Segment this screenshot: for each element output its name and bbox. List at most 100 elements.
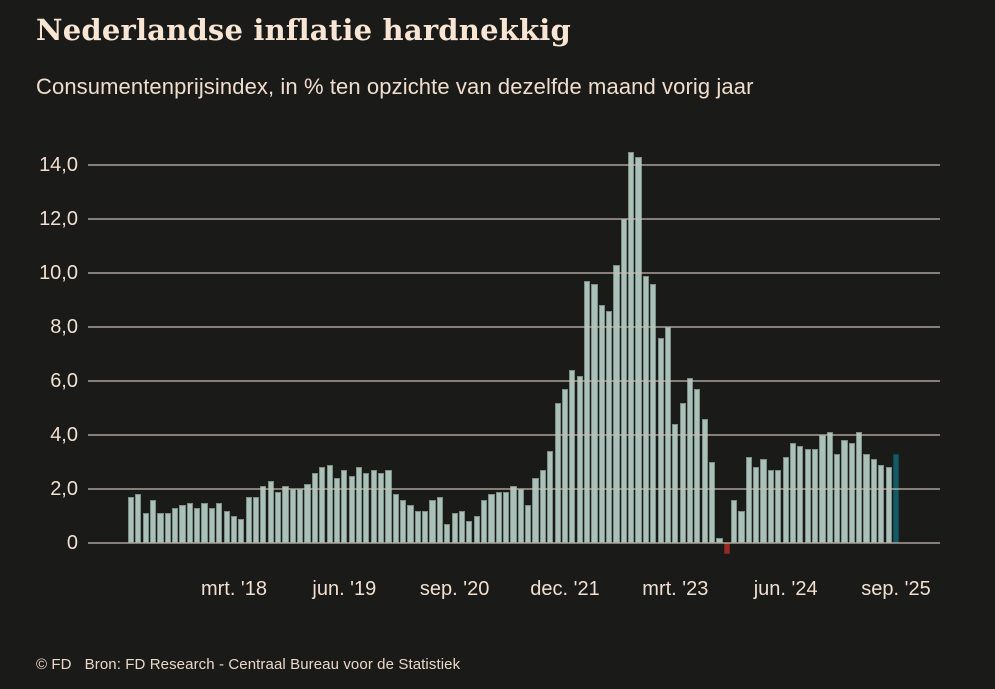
bar (311, 472, 318, 543)
bar (488, 494, 495, 543)
bar (731, 499, 738, 543)
y-tick-label: 0 (66, 532, 78, 554)
bar (591, 283, 598, 543)
chart-footer: © FD Bron: FD Research - Centraal Bureau… (36, 656, 460, 673)
y-tick-label: 10,0 (39, 262, 78, 284)
bar (650, 283, 657, 543)
bar (385, 470, 392, 543)
bar (252, 497, 260, 543)
bar (709, 462, 716, 543)
bar (834, 453, 841, 543)
x-tick-label: jun. '19 (312, 578, 377, 600)
gridline (88, 164, 940, 166)
bar (377, 472, 385, 543)
bar (635, 156, 642, 543)
gridline (88, 434, 940, 436)
bar (370, 470, 377, 543)
bar (767, 470, 775, 543)
bar (414, 510, 421, 543)
bar (458, 510, 466, 543)
bar (532, 478, 539, 543)
bar (392, 494, 399, 543)
bar (870, 459, 878, 543)
x-tick-label: sep. '20 (419, 578, 490, 600)
bar (679, 402, 686, 543)
bar (583, 281, 591, 543)
gridline (88, 218, 940, 220)
bar (628, 151, 635, 543)
bar (569, 370, 576, 543)
bar (142, 513, 149, 543)
bar (613, 264, 620, 543)
bar (341, 470, 348, 543)
bar (495, 491, 502, 543)
bar (216, 502, 223, 543)
bar (878, 464, 885, 543)
bar (436, 497, 444, 543)
bar (525, 505, 532, 543)
bar (510, 486, 517, 543)
bar (333, 478, 341, 543)
bar (753, 467, 760, 543)
y-tick-label: 6,0 (50, 370, 78, 392)
bar (738, 510, 745, 543)
bar (466, 521, 473, 543)
bar (473, 516, 480, 543)
bar (841, 440, 848, 543)
y-tick-label: 2,0 (50, 478, 78, 500)
bar (179, 505, 186, 543)
bar (694, 389, 701, 543)
bar (782, 456, 789, 543)
bar (856, 432, 863, 543)
bar (267, 480, 274, 543)
bar (238, 518, 245, 543)
bar (701, 418, 708, 543)
bar (745, 456, 752, 543)
bar (480, 499, 488, 543)
bar (686, 378, 694, 543)
bar (407, 505, 414, 543)
bar (319, 467, 326, 543)
bar (275, 491, 282, 543)
bar (503, 491, 510, 543)
gridline (88, 542, 940, 544)
bar (348, 475, 355, 543)
bar (848, 443, 855, 543)
bar (554, 402, 561, 543)
bar (775, 470, 782, 543)
y-tick-label: 8,0 (50, 316, 78, 338)
bar (811, 448, 819, 543)
bar (201, 502, 208, 543)
x-tick-label: mrt. '18 (200, 578, 267, 600)
bar (149, 499, 157, 543)
bar (892, 453, 900, 543)
bar (797, 445, 804, 543)
y-tick-label: 4,0 (50, 424, 78, 446)
bar (363, 472, 370, 543)
copyright-label: © FD (36, 656, 72, 673)
bar (429, 499, 436, 543)
bar (885, 467, 892, 543)
bar (260, 486, 267, 543)
bar (517, 489, 524, 543)
gridline (88, 488, 940, 490)
x-tick-label: sep. '25 (861, 578, 931, 600)
bar (400, 499, 407, 543)
bar (289, 489, 296, 543)
bar (223, 510, 230, 543)
bar (127, 497, 135, 543)
bar (304, 483, 311, 543)
bar (576, 375, 583, 543)
bar (804, 448, 811, 543)
bar (598, 305, 605, 543)
gridline (88, 380, 940, 382)
bar (642, 275, 649, 543)
gridline (88, 272, 940, 274)
bar (282, 486, 289, 543)
bar (716, 537, 723, 543)
bar (547, 451, 554, 543)
bar (422, 510, 429, 543)
bar (561, 389, 569, 543)
bar (208, 507, 215, 543)
